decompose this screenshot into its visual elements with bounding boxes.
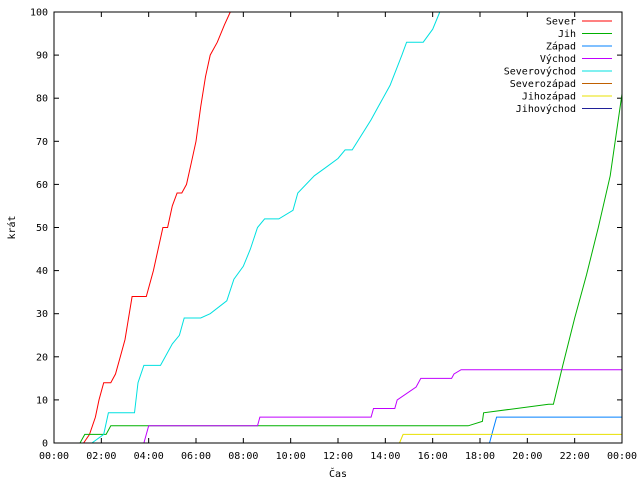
x-tick-label: 08:00 — [228, 451, 258, 462]
x-tick-label: 18:00 — [465, 451, 495, 462]
y-tick-label: 0 — [42, 439, 48, 450]
y-tick-label: 10 — [36, 395, 48, 406]
y-tick-label: 50 — [36, 223, 48, 234]
y-axis-ticks: 0 10 20 30 40 50 60 70 80 90 100 — [30, 8, 622, 450]
x-tick-label: 00:00 — [607, 451, 637, 462]
y-tick-label: 40 — [36, 266, 48, 277]
x-tick-label: 20:00 — [512, 451, 542, 462]
x-tick-label: 04:00 — [134, 451, 164, 462]
y-tick-label: 90 — [36, 51, 48, 62]
y-tick-label: 100 — [30, 8, 48, 19]
x-tick-label: 22:00 — [560, 451, 590, 462]
y-axis-label: krát — [6, 215, 18, 239]
x-tick-label: 06:00 — [181, 451, 211, 462]
legend-label: Jihovýchod — [516, 103, 576, 115]
series-line-jihozápad — [399, 433, 622, 444]
series-line-západ — [489, 416, 622, 444]
plot-frame — [53, 11, 623, 444]
y-tick-label: 20 — [36, 352, 48, 363]
legend-label: Východ — [540, 53, 576, 65]
legend-label: Severozápad — [510, 78, 576, 90]
legend-label: Jih — [558, 29, 576, 40]
y-tick-label: 30 — [36, 309, 48, 320]
legend-label: Sever — [546, 17, 576, 28]
x-tick-label: 12:00 — [323, 451, 353, 462]
x-axis-label: Čas — [329, 467, 347, 480]
series-line-jih — [79, 93, 623, 444]
series-line-východ — [143, 369, 622, 444]
legend-label: Západ — [546, 41, 576, 53]
legend-label: Severovýchod — [504, 66, 576, 78]
y-tick-label: 60 — [36, 180, 48, 191]
x-tick-label: 16:00 — [418, 451, 448, 462]
y-tick-label: 80 — [36, 94, 48, 105]
series-lines — [79, 11, 623, 444]
y-tick-label: 70 — [36, 137, 48, 148]
x-tick-label: 10:00 — [276, 451, 306, 462]
legend: SeverJihZápadVýchodSeverovýchodSeverozáp… — [504, 17, 612, 115]
x-tick-label: 14:00 — [370, 451, 400, 462]
x-axis-ticks: 00:00 02:00 04:00 06:00 08:00 10:00 12:00 14:00… — [39, 12, 637, 462]
series-line-sever — [83, 11, 231, 444]
x-tick-label: 02:00 — [86, 451, 116, 462]
series-line-severovýchod — [91, 11, 441, 444]
x-tick-label: 00:00 — [39, 451, 69, 462]
legend-label: Jihozápad — [522, 91, 576, 103]
